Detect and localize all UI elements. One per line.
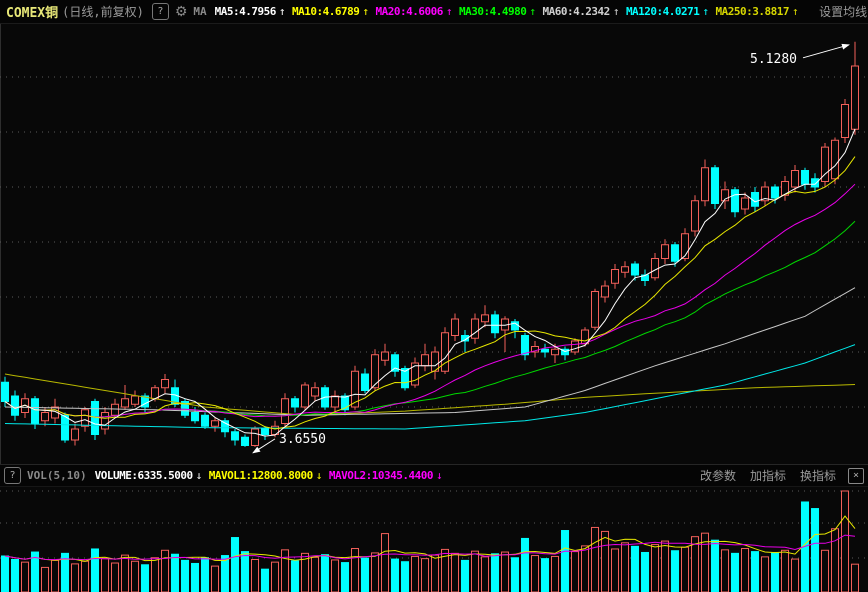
up-arrow-icon: ↑ [702,5,709,18]
up-arrow-icon: ↑ [792,5,799,18]
vol-indicator-label: VOL(5,10) [27,469,87,482]
indicator-readout: MAVOL1:12800.8000 [208,469,314,482]
close-button[interactable]: × [848,467,864,484]
switch-indicator-button[interactable]: 换指标 [799,469,836,483]
ma-indicator-label: MA [193,5,207,18]
indicator-readout: MA20:4.6006 [375,5,443,18]
indicator-readout: VOLUME:6335.5000 [94,469,193,482]
down-arrow-icon: ↓ [315,469,323,482]
indicator-readout: MA10:4.6789 [292,5,360,18]
ma-readouts: MA5:4.7956 ↑ MA10:4.6789 ↑ MA20:4.6006 ↑ MA30:… [215,5,806,18]
gear-icon[interactable]: ⚙ [174,3,188,20]
down-arrow-icon: ↓ [436,469,443,482]
add-indicator-button[interactable]: 加指标 [749,469,786,483]
up-arrow-icon: ↑ [362,5,369,18]
indicator-readout: MA60:4.2342 [542,5,610,18]
indicator-readout: MAVOL2:10345.4400 [328,469,434,482]
edit-params-button[interactable]: 改参数 [699,469,736,483]
volume-chart-canvas[interactable] [0,487,868,592]
help-icon[interactable]: ? [4,467,21,484]
indicator-readout: MA250:3.8817 [715,5,790,18]
instrument-title: COMEX铜 [6,6,59,21]
close-icon: × [852,469,860,481]
up-arrow-icon: ↑ [278,5,286,18]
indicator-readout: MA120:4.0271 [625,5,700,18]
ma-settings-button[interactable]: 设置均线 [819,5,868,19]
up-arrow-icon: ↑ [612,5,620,18]
vol-readouts: VOLUME:6335.5000 ↓ MAVOL1:12800.8000 ↓ MAVOL… [95,469,450,482]
high-price-label: 5.1280 [750,52,797,67]
top-toolbar: COMEX铜 (日线,前复权) ? ⚙ MA MA5:4.7956 ↑ MA10:4… [0,0,868,24]
low-price-label: 3.6550 [279,432,326,447]
candlestick-chart-canvas[interactable]: 5.1280 3.6550 [0,24,868,464]
up-arrow-icon: ↑ [529,5,536,18]
volume-toolbar: ? VOL(5,10) VOLUME:6335.5000 ↓ MAVOL1:1280… [0,464,868,487]
up-arrow-icon: ↑ [445,5,453,18]
down-arrow-icon: ↓ [195,469,203,482]
help-icon[interactable]: ? [151,3,169,20]
period-label: (日线,前复权) [62,5,144,19]
indicator-readout: MA5:4.7956 [214,5,277,18]
indicator-readout: MA30:4.4980 [458,5,527,18]
